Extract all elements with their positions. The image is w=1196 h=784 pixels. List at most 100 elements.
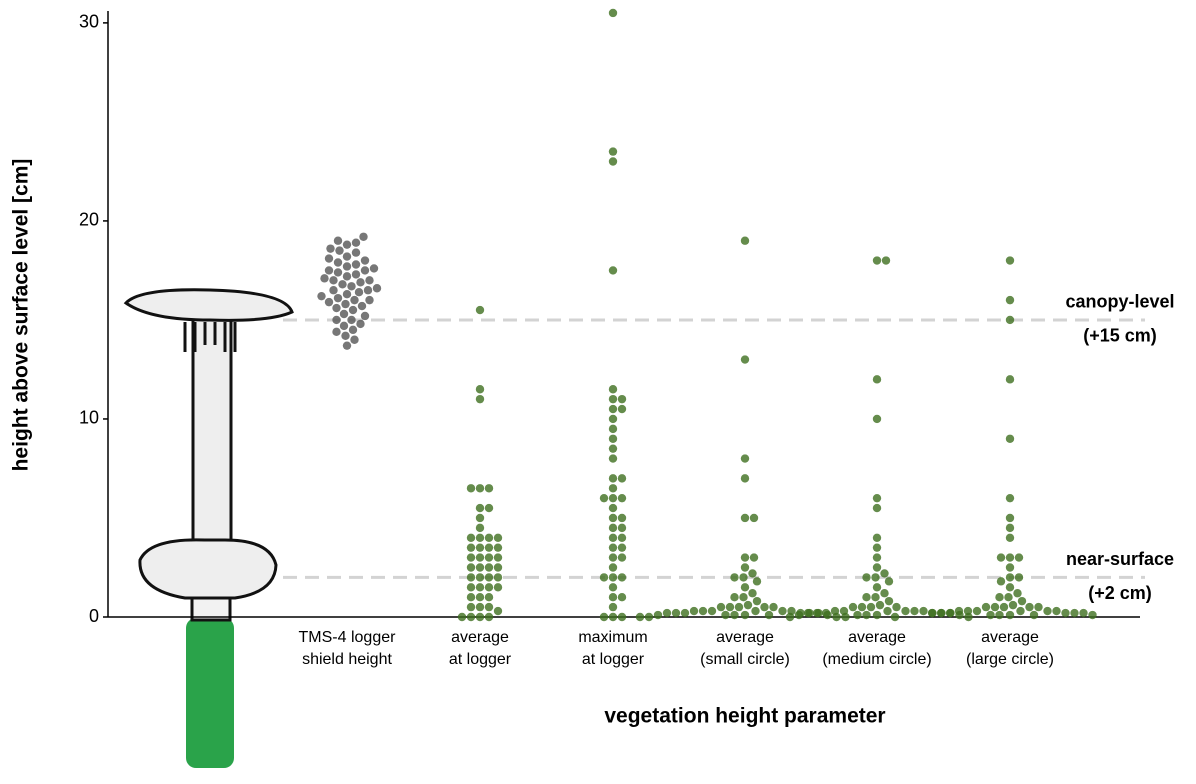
data-point <box>342 341 352 350</box>
data-point <box>872 563 882 572</box>
data-point <box>662 608 672 618</box>
data-point <box>608 533 618 542</box>
data-point <box>617 612 627 622</box>
data-point <box>339 309 349 319</box>
data-point <box>369 264 379 273</box>
data-point <box>749 553 759 562</box>
data-point <box>862 592 871 602</box>
data-point <box>740 355 750 364</box>
data-point <box>466 592 476 602</box>
data-point <box>475 305 485 315</box>
data-point <box>734 602 744 612</box>
data-point <box>764 610 774 620</box>
data-point <box>872 553 882 562</box>
data-point <box>332 315 341 325</box>
data-point <box>739 592 748 602</box>
data-point <box>910 606 919 616</box>
data-point <box>466 553 476 562</box>
data-point <box>740 474 750 483</box>
data-point <box>617 553 627 562</box>
data-point <box>608 385 618 394</box>
data-point <box>1052 606 1061 616</box>
data-point <box>351 260 361 269</box>
data-point <box>884 577 894 586</box>
data-point <box>342 262 352 271</box>
data-point <box>475 513 485 523</box>
data-point <box>872 503 882 513</box>
data-point <box>475 533 485 542</box>
data-point <box>730 592 739 602</box>
data-point <box>475 583 485 592</box>
data-point <box>1061 608 1070 618</box>
data-point <box>608 484 618 493</box>
data-point <box>347 315 356 325</box>
data-point <box>752 596 762 606</box>
data-point <box>326 244 335 253</box>
data-point <box>608 394 618 404</box>
data-point <box>730 610 739 620</box>
data-point <box>730 573 739 582</box>
data-point <box>466 563 476 572</box>
data-point <box>794 610 804 620</box>
data-point <box>653 610 663 620</box>
data-point <box>475 612 485 622</box>
data-point <box>599 493 609 503</box>
data-point <box>475 553 485 562</box>
data-point <box>342 252 352 261</box>
data-point <box>880 569 889 578</box>
data-point <box>493 573 503 582</box>
data-point <box>853 610 862 620</box>
data-point <box>608 602 618 612</box>
data-point <box>739 573 748 582</box>
data-point <box>466 533 476 542</box>
data-point <box>748 589 757 598</box>
data-point <box>348 305 358 315</box>
data-point <box>740 563 750 572</box>
data-point <box>1005 375 1015 384</box>
data-point <box>872 375 882 384</box>
data-point <box>1005 315 1015 325</box>
data-point <box>359 232 368 241</box>
data-point <box>332 327 341 337</box>
data-point <box>324 254 334 263</box>
data-point <box>872 493 882 503</box>
data-point <box>740 553 750 562</box>
x-tick-label: shield height <box>302 651 392 668</box>
data-point <box>484 573 494 582</box>
data-point <box>872 256 882 265</box>
data-point <box>608 493 618 503</box>
data-point <box>927 608 937 618</box>
x-tick-label: (large circle) <box>966 651 1054 668</box>
data-point <box>990 602 1000 612</box>
data-point <box>333 258 343 267</box>
data-point <box>475 592 485 602</box>
data-point <box>671 608 681 618</box>
data-point <box>1004 592 1013 602</box>
data-point <box>862 610 871 620</box>
data-point <box>338 280 347 289</box>
data-point <box>785 612 795 622</box>
x-tick-label: average <box>848 629 906 646</box>
data-point <box>475 602 485 612</box>
data-point <box>872 543 882 552</box>
data-point <box>680 608 690 618</box>
data-point <box>354 288 364 297</box>
data-point <box>608 612 618 622</box>
data-point <box>475 385 485 394</box>
data-point <box>493 553 503 562</box>
data-point <box>608 583 618 592</box>
data-point <box>875 600 885 610</box>
data-point <box>1005 610 1015 620</box>
data-point <box>493 606 503 616</box>
data-point <box>1005 434 1015 443</box>
data-point <box>351 238 361 247</box>
data-point <box>752 577 762 586</box>
data-point <box>608 404 618 414</box>
data-point <box>617 513 627 523</box>
data-point <box>803 608 813 618</box>
data-point <box>871 573 880 582</box>
data-point <box>329 276 338 285</box>
y-tick-label: 10 <box>79 408 99 428</box>
data-point <box>357 301 367 311</box>
